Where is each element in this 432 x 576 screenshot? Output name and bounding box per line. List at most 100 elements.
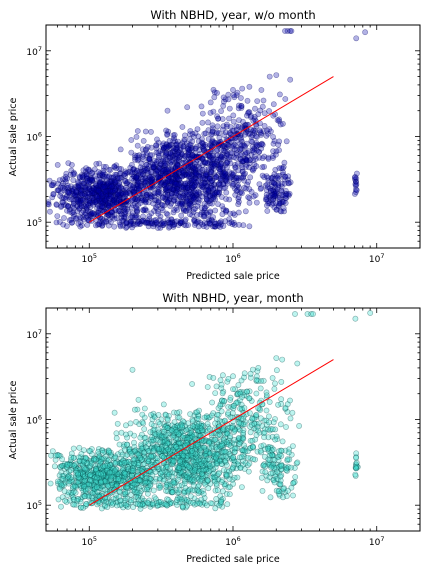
data-point [238, 151, 245, 157]
data-point [224, 501, 231, 508]
data-point [200, 141, 207, 147]
data-point [258, 87, 265, 93]
data-point [86, 179, 92, 186]
data-point [193, 179, 199, 186]
data-point [243, 121, 250, 128]
data-point [193, 191, 200, 198]
data-point [174, 174, 180, 181]
data-point [92, 470, 99, 477]
data-point [83, 201, 89, 208]
data-point [179, 170, 186, 177]
data-point [106, 186, 113, 193]
data-point [169, 152, 175, 158]
data-point [67, 196, 73, 203]
data-point [155, 174, 162, 181]
data-point [283, 138, 290, 145]
data-point [116, 175, 123, 182]
data-point [57, 184, 64, 191]
data-point [212, 454, 219, 461]
data-point [111, 223, 118, 230]
data-point [239, 168, 246, 175]
data-point [283, 424, 289, 430]
data-point [256, 154, 263, 161]
data-point [172, 171, 179, 178]
data-point [168, 179, 175, 186]
data-point [134, 167, 140, 174]
data-point [84, 178, 90, 185]
data-point [71, 501, 78, 508]
data-point [353, 181, 360, 188]
data-point [83, 214, 90, 221]
data-point [262, 469, 269, 476]
data-point [202, 180, 208, 186]
data-point [174, 206, 181, 213]
data-point [186, 206, 192, 213]
data-point [179, 219, 185, 226]
data-point [238, 161, 245, 168]
data-point [104, 181, 111, 188]
data-point [95, 202, 101, 209]
data-point [153, 160, 160, 167]
data-point [242, 149, 249, 156]
data-point [134, 196, 141, 203]
data-point [263, 196, 270, 203]
data-point [65, 187, 72, 194]
data-point [77, 187, 83, 193]
data-point [211, 191, 218, 198]
data-point [237, 141, 243, 147]
data-point [259, 487, 266, 494]
data-point [87, 213, 94, 220]
data-point [80, 455, 87, 462]
data-point [221, 398, 228, 405]
data-point [164, 198, 171, 205]
data-point [190, 165, 197, 172]
data-point [113, 199, 120, 206]
data-point [135, 202, 141, 208]
data-point [260, 97, 267, 104]
data-point [206, 153, 213, 160]
data-point [130, 202, 137, 208]
data-point [173, 187, 180, 194]
data-point [57, 219, 63, 225]
data-point [214, 152, 221, 159]
data-point [108, 189, 114, 196]
data-point [88, 175, 94, 181]
data-point [117, 208, 124, 215]
data-point [214, 123, 221, 130]
data-point [250, 443, 256, 450]
data-point [165, 150, 171, 157]
data-point [155, 199, 161, 205]
data-point [252, 156, 259, 162]
data-point [270, 140, 277, 147]
data-point [351, 174, 358, 181]
scatter-panel-top: With NBHD, year, w/o month 105 106 107 105… [8, 8, 421, 282]
data-point [191, 183, 197, 190]
data-point [149, 152, 155, 158]
data-point [207, 159, 213, 166]
data-point [264, 477, 271, 484]
data-point [209, 160, 216, 167]
data-point [108, 186, 114, 193]
data-point [286, 190, 293, 197]
data-point [162, 194, 169, 200]
data-point [106, 195, 112, 202]
data-point [152, 190, 158, 197]
data-point [272, 190, 279, 196]
data-point [155, 157, 161, 164]
data-point [156, 421, 163, 427]
data-point [70, 445, 77, 452]
data-point [207, 142, 214, 149]
data-point [153, 220, 160, 226]
data-point [285, 449, 292, 456]
data-point [186, 146, 193, 153]
data-point [272, 181, 279, 188]
data-point [140, 196, 146, 203]
data-point [287, 397, 293, 404]
data-point [102, 196, 109, 203]
data-point [112, 454, 119, 461]
data-point [138, 160, 145, 167]
data-point [203, 223, 210, 230]
data-point [199, 174, 206, 181]
data-point [225, 154, 232, 161]
